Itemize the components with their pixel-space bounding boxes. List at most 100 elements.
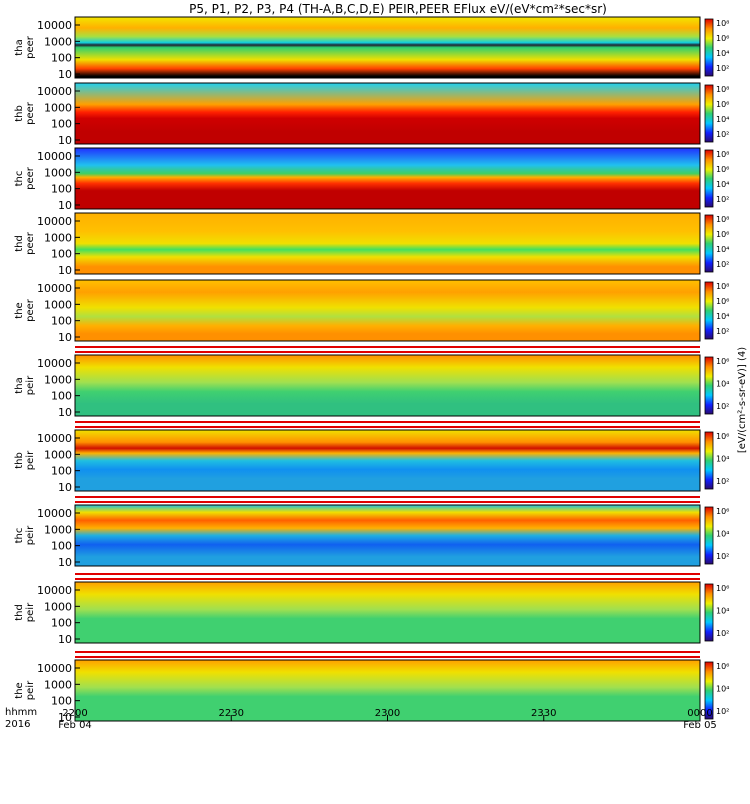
y-tick-label: 10000 [37, 432, 72, 445]
y-tick-label: 1000 [44, 231, 72, 244]
y-tick-label: 10000 [37, 662, 72, 675]
colorbar-tick-label: 10⁴ [716, 380, 729, 389]
colorbar-tick-label: 10⁴ [716, 685, 729, 694]
chart-title: P5, P1, P2, P3, P4 (TH-A,B,C,D,E) PEIR,P… [189, 2, 607, 16]
colorbar [704, 661, 714, 720]
y-tick-label: 1000 [44, 166, 72, 179]
fill-value-strip-gap [75, 423, 700, 426]
colorbar-tick-label: 10² [716, 195, 729, 204]
colorbar-tick-label: 10² [716, 130, 729, 139]
colorbar-tick-label: 10⁴ [716, 180, 729, 189]
spectrogram-panel-thb-peer: 10 100 1000 10000 thb peer 10² 10⁴ 10⁶ 10⁸ [14, 82, 729, 147]
y-tick-label: 1000 [44, 101, 72, 114]
spectrogram-panel-the-peer: 10 100 1000 10000 the peer 10² 10⁴ 10⁶ 10⁸ [14, 279, 729, 344]
colorbar-tick-label: 10² [716, 260, 729, 269]
colorbar-tick-label: 10⁸ [716, 215, 729, 224]
colorbar-tick-label: 10² [716, 327, 729, 336]
y-tick-label: 10 [58, 406, 72, 419]
panel-probe-label: thb [14, 452, 25, 469]
panel-probe-label: the [14, 302, 25, 318]
y-tick-label: 100 [51, 617, 72, 630]
y-tick-label: 1000 [44, 35, 72, 48]
panel-species-label: peer [25, 166, 36, 190]
y-tick-label: 1000 [44, 448, 72, 461]
y-tick-label: 10 [58, 264, 72, 277]
y-tick-label: 100 [51, 695, 72, 708]
colorbar-tick-label: 10⁴ [716, 530, 729, 539]
y-tick-label: 10 [58, 556, 72, 569]
panel-probe-label: the [14, 682, 25, 698]
y-tick-label: 10 [58, 481, 72, 494]
y-tick-label: 100 [51, 465, 72, 478]
panel-probe-label: thd [14, 235, 25, 252]
y-tick-label: 10 [58, 331, 72, 344]
y-tick-label: 100 [51, 118, 72, 131]
colorbar-tick-label: 10⁶ [716, 297, 729, 306]
panel-species-label: peir [25, 602, 36, 622]
panel-frame [74, 354, 701, 417]
y-tick-label: 1000 [44, 373, 72, 386]
panel-species-label: peer [25, 35, 36, 59]
x-tick-label: 2230 [219, 708, 244, 719]
colorbar-tick-label: 10² [716, 64, 729, 73]
colorbar-units-label: [eV/(cm²-s-sr-eV)] (4) [737, 347, 748, 453]
spectrogram-fill [75, 148, 700, 209]
y-tick-label: 1000 [44, 600, 72, 613]
colorbar-tick-label: 10⁴ [716, 115, 729, 124]
panel-species-label: peir [25, 375, 36, 395]
y-tick-label: 10 [58, 711, 72, 724]
y-tick-label: 10000 [37, 150, 72, 163]
colorbar-tick-label: 10⁴ [716, 312, 729, 321]
y-tick-label: 10 [58, 68, 72, 81]
colorbar [704, 18, 714, 77]
x-tick-label: 2330 [531, 708, 556, 719]
spectrogram-panel-thc-peer: 10 100 1000 10000 thc peer 10² 10⁴ 10⁶ 10⁸ [14, 147, 729, 212]
y-tick-label: 1000 [44, 678, 72, 691]
x-tick-date: Feb 05 [683, 720, 717, 731]
colorbar [704, 214, 714, 273]
panel-frame [74, 504, 701, 567]
y-tick-label: 10 [58, 633, 72, 646]
y-tick-label: 100 [51, 390, 72, 403]
y-tick-label: 10000 [37, 215, 72, 228]
colorbar-tick-label: 10² [716, 629, 729, 638]
spectrogram-panel-thd-peir: 10 100 1000 10000 thd peir 10² 10⁴ 10⁶ [14, 573, 729, 646]
spectrogram-fill [75, 213, 700, 274]
y-tick-label: 1000 [44, 298, 72, 311]
y-tick-label: 100 [51, 183, 72, 196]
panel-probe-label: thc [14, 528, 25, 544]
colorbar [704, 506, 714, 565]
y-tick-label: 10000 [37, 584, 72, 597]
colorbar [704, 84, 714, 143]
y-tick-label: 100 [51, 540, 72, 553]
panel-species-label: peer [25, 298, 36, 322]
colorbar [704, 431, 714, 490]
spectrogram-panel-thc-peir: 10 100 1000 10000 thc peir 10² 10⁴ 10⁶ [14, 496, 729, 569]
spectrogram-fill [75, 17, 700, 78]
spectrogram-fill [75, 660, 700, 721]
panel-species-label: peir [25, 450, 36, 470]
colorbar-tick-label: 10² [716, 552, 729, 561]
y-tick-label: 10000 [37, 507, 72, 520]
colorbar [704, 281, 714, 340]
colorbar-tick-label: 10⁶ [716, 584, 729, 593]
panel-species-label: peir [25, 680, 36, 700]
panel-probe-label: tha [14, 377, 25, 393]
colorbar-tick-label: 10² [716, 477, 729, 486]
colorbar-tick-label: 10⁴ [716, 455, 729, 464]
panel-probe-label: thc [14, 171, 25, 187]
fill-value-strip-gap [75, 498, 700, 501]
colorbar [704, 356, 714, 415]
fill-value-strip-gap [75, 653, 700, 656]
spectrogram-panel-thd-peer: 10 100 1000 10000 thd peer 10² 10⁴ 10⁶ 10⁸ [14, 212, 729, 277]
colorbar-tick-label: 10⁶ [716, 662, 729, 671]
panel-probe-label: thd [14, 604, 25, 621]
spectrogram-fill [75, 430, 700, 491]
colorbar-tick-label: 10⁸ [716, 19, 729, 28]
panel-frame [74, 279, 701, 342]
y-tick-label: 100 [51, 315, 72, 328]
y-tick-label: 100 [51, 248, 72, 261]
panel-probe-label: thb [14, 105, 25, 122]
